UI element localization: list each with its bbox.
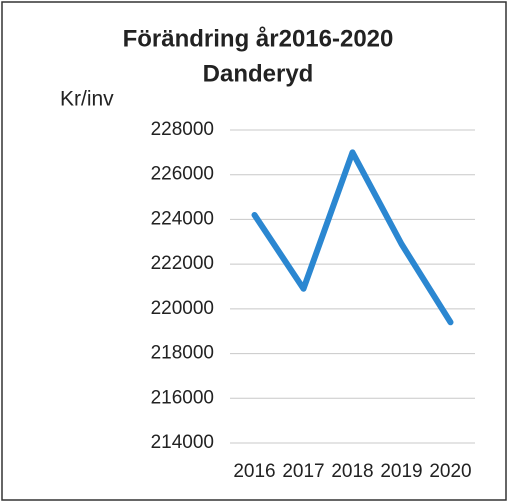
y-tick-label: 228000 <box>151 119 214 140</box>
y-tick-label: 226000 <box>151 164 214 185</box>
y-tick-label: 224000 <box>151 208 214 229</box>
y-tick-label: 218000 <box>151 343 214 364</box>
y-tick-label: 222000 <box>151 253 214 274</box>
y-axis-label: Kr/inv <box>60 88 114 111</box>
x-tick-label: 2018 <box>331 461 373 482</box>
chart-subtitle: Danderyd <box>203 60 314 87</box>
x-tick-label: 2020 <box>429 461 471 482</box>
chart-title: Förändring år2016-2020 <box>123 25 394 52</box>
x-tick-label: 2017 <box>282 461 324 482</box>
x-tick-label: 2019 <box>380 461 422 482</box>
y-tick-label: 216000 <box>151 387 214 408</box>
y-tick-label: 220000 <box>151 298 214 319</box>
x-tick-label: 2016 <box>233 461 275 482</box>
data-line <box>251 149 454 326</box>
y-tick-label: 214000 <box>151 432 214 453</box>
